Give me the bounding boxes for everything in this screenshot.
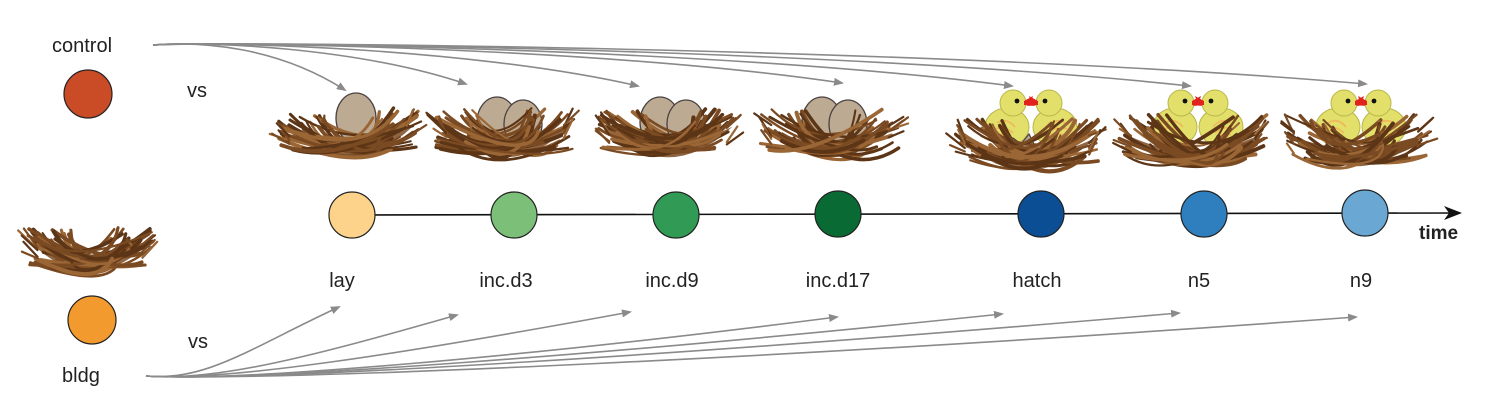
nest-two-eggs-icon bbox=[596, 97, 743, 157]
vs-label-top: vs bbox=[187, 80, 207, 102]
bldg-label: bldg bbox=[62, 365, 100, 387]
stage-label-3: inc.d9 bbox=[645, 270, 698, 292]
stage-dot-4 bbox=[815, 191, 861, 237]
vs-label-bottom: vs bbox=[188, 331, 208, 353]
bldg-arrow-1 bbox=[146, 307, 339, 377]
nest-one-egg-icon bbox=[270, 93, 426, 158]
bldg-nest-icon bbox=[18, 228, 157, 277]
control-arrow-2 bbox=[153, 44, 466, 84]
bldg-dot bbox=[68, 296, 116, 344]
nest-two-chicks-icon bbox=[1113, 90, 1268, 167]
nest-two-chicks-icon bbox=[1281, 90, 1437, 168]
bldg-arrow-5 bbox=[146, 314, 1002, 377]
stage-label-1: lay bbox=[329, 270, 355, 292]
stage-label-4: inc.d17 bbox=[806, 270, 871, 292]
control-arrow-7 bbox=[153, 44, 1366, 84]
control-label: control bbox=[52, 35, 112, 57]
stage-label-2: inc.d3 bbox=[479, 270, 532, 292]
stage-dot-1 bbox=[329, 192, 375, 238]
stage-markers: lay inc.d3 inc.d9 inc.d17 hatch n5 n9 bbox=[329, 190, 1388, 292]
stage-dot-3 bbox=[653, 192, 699, 238]
nest-two-eggs-icon bbox=[754, 97, 908, 160]
control-arrow-1 bbox=[153, 44, 345, 90]
stage-label-7: n9 bbox=[1350, 270, 1372, 292]
control-comparison-arrows bbox=[153, 44, 1366, 90]
stage-dot-7 bbox=[1342, 190, 1388, 236]
bldg-comparison-arrows bbox=[146, 307, 1356, 377]
nest-hatching-chicks-icon bbox=[946, 90, 1106, 171]
stage-nests bbox=[270, 90, 1437, 171]
stage-label-5: hatch bbox=[1013, 270, 1062, 292]
stage-dot-6 bbox=[1181, 191, 1227, 237]
stage-dot-5 bbox=[1018, 191, 1064, 237]
control-dot bbox=[64, 70, 112, 118]
stage-dot-2 bbox=[491, 192, 537, 238]
bldg-arrow-6 bbox=[146, 313, 1179, 377]
nest-two-eggs-icon bbox=[426, 97, 578, 160]
time-axis-label: time bbox=[1419, 223, 1458, 244]
stage-label-6: n5 bbox=[1188, 270, 1210, 292]
